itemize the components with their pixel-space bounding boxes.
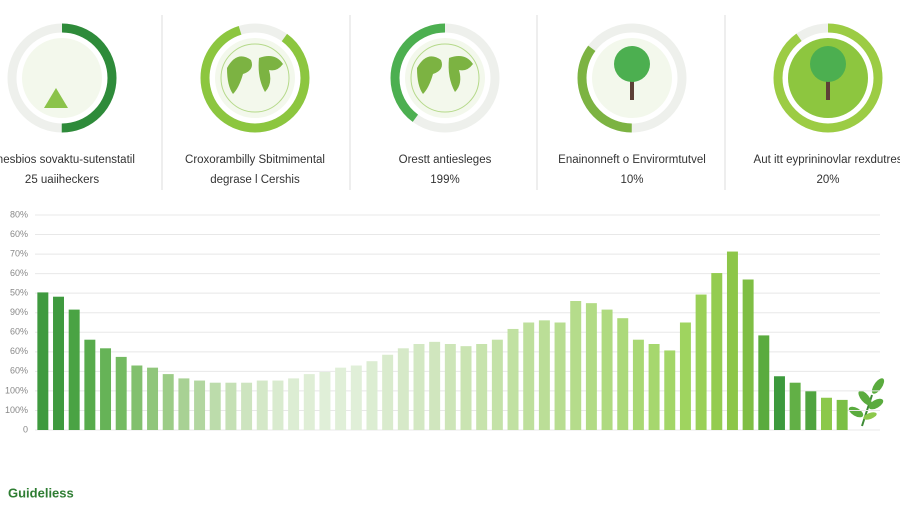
bar (695, 294, 707, 430)
bar (491, 339, 503, 430)
chart-title: Guideliess (8, 485, 74, 500)
bar (68, 309, 80, 430)
bar (648, 344, 660, 430)
bar (194, 380, 206, 430)
bar (444, 344, 456, 430)
card-subtitle: 20% (816, 174, 839, 186)
bar (758, 335, 770, 430)
bar (617, 318, 629, 430)
bar (350, 365, 362, 430)
bar (476, 344, 488, 430)
bar (382, 354, 394, 430)
bar (726, 251, 738, 430)
bar (585, 303, 597, 430)
y-axis-label: 100% (5, 405, 28, 415)
ring-arc (7, 23, 117, 133)
bar (366, 361, 378, 430)
ring-inner (22, 38, 102, 118)
ring-arc (200, 23, 310, 133)
bar (413, 344, 425, 430)
card-title: Snesbios sovaktu-sutenstatil (0, 154, 135, 166)
continents (227, 56, 283, 94)
bar (37, 292, 49, 430)
bar (272, 380, 284, 430)
y-axis-label: 100% (5, 385, 28, 395)
bar (147, 367, 159, 430)
y-axis-label: 90% (10, 307, 28, 317)
bar (773, 376, 785, 430)
trunk (826, 74, 830, 100)
bar (507, 328, 519, 430)
y-axis-label: 80% (10, 209, 28, 219)
y-axis-label: 60% (10, 346, 28, 356)
card-subtitle: 10% (620, 174, 643, 186)
bar (789, 382, 801, 430)
y-axis-label: 60% (10, 366, 28, 376)
bar (711, 273, 723, 430)
bar (241, 382, 253, 430)
dividers (161, 15, 726, 190)
y-axis-label: 60% (10, 327, 28, 337)
bar (679, 322, 691, 430)
globe (220, 43, 290, 113)
bar (115, 356, 127, 430)
bar (742, 279, 754, 430)
bar (100, 348, 112, 430)
bar (256, 380, 268, 430)
card-title: Enainonneft o Envirormtutvel (558, 154, 706, 166)
bar (429, 341, 441, 430)
bar (821, 397, 832, 430)
bar (84, 339, 96, 430)
bar (178, 378, 190, 430)
card-title: Aut itt eyprininovlar rexdutres (754, 154, 900, 166)
ring-inner (215, 38, 295, 118)
ring-arc (773, 23, 883, 133)
card-subtitle: degrase l Cershis (210, 174, 300, 186)
bar (303, 374, 315, 430)
bar (319, 371, 331, 430)
bar (664, 350, 676, 430)
bar (523, 322, 535, 430)
bar (335, 367, 347, 430)
y-axis-label: 60% (10, 229, 28, 239)
bar (570, 301, 582, 430)
icon (44, 88, 68, 108)
ring-inner (405, 38, 485, 118)
bar (805, 391, 817, 430)
bar (397, 348, 409, 430)
foliage (810, 46, 846, 82)
y-axis-label: 0 (23, 424, 28, 434)
y-axis-label: 70% (10, 248, 28, 258)
card-title: Croxorambilly Sbitmimental (185, 154, 325, 166)
y-axis-label: 50% (10, 288, 28, 298)
y-axis-label: 60% (10, 268, 28, 278)
card-subtitle: 199% (430, 174, 459, 186)
bar (601, 309, 613, 430)
continents (417, 56, 473, 94)
bar (632, 339, 644, 430)
card-subtitle: 25 uaiiheckers (25, 174, 99, 186)
bar (53, 296, 64, 430)
bar (225, 382, 237, 430)
ring-arc (577, 23, 687, 133)
bar (209, 382, 221, 430)
rings: Snesbios sovaktu-sutenstatil 25 uaiihecke… (0, 23, 900, 186)
bar (460, 346, 472, 430)
bar (538, 320, 550, 430)
foliage (614, 46, 650, 82)
bar (131, 365, 143, 430)
leaf-icon (848, 378, 885, 427)
bar (288, 378, 300, 430)
bar (836, 399, 848, 430)
globe (410, 43, 480, 113)
trunk (630, 74, 634, 100)
bar (554, 322, 566, 430)
ring-arc (390, 23, 500, 133)
bar (162, 374, 174, 430)
card-title: Orestt antiesleges (399, 154, 492, 166)
